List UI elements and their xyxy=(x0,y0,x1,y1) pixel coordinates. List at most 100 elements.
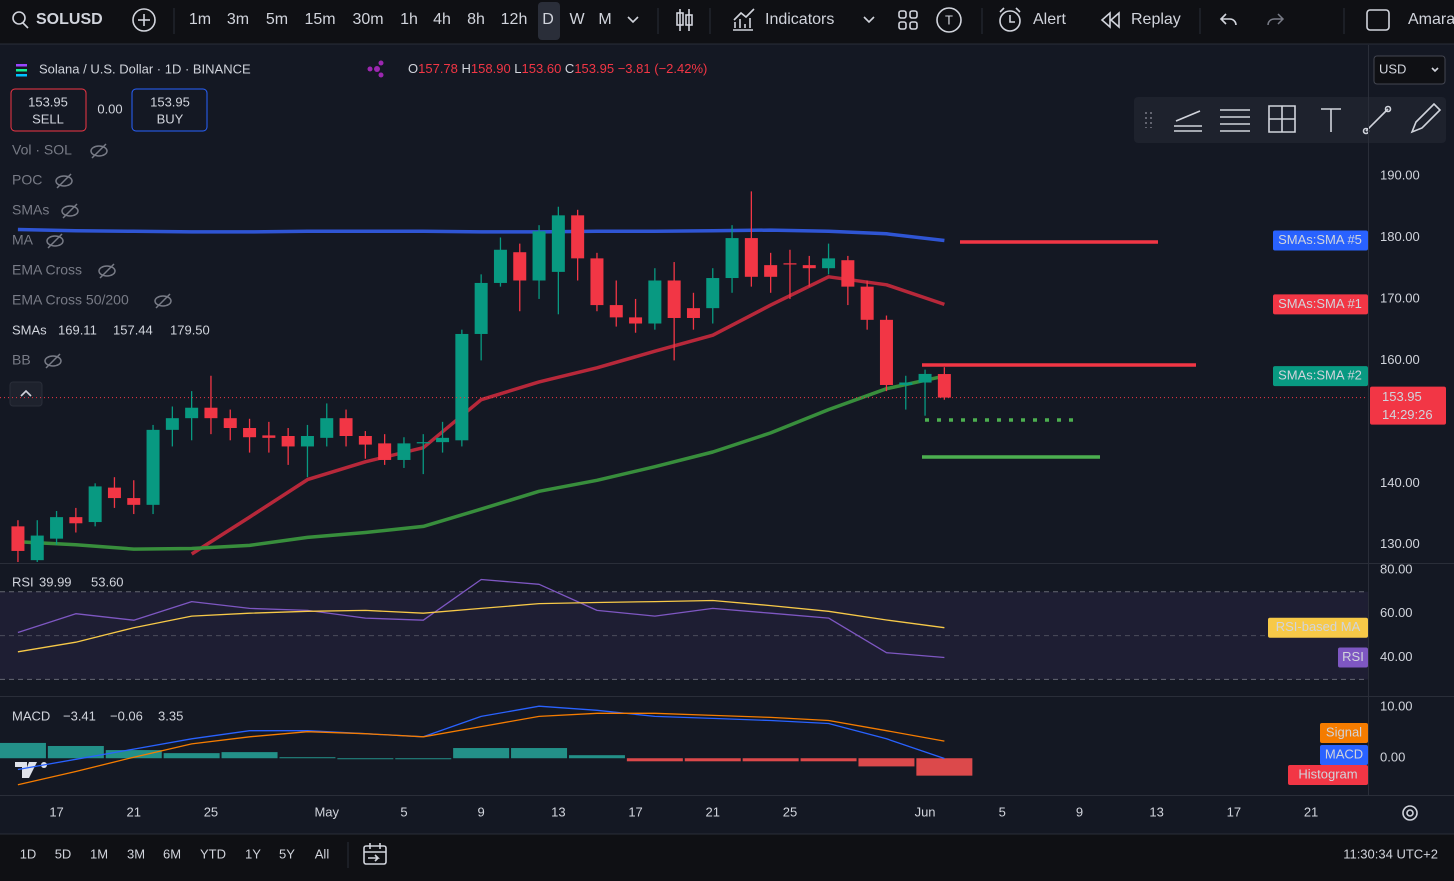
currency-select[interactable]: USD xyxy=(1373,55,1446,85)
range[interactable]: YTD xyxy=(200,846,226,861)
range[interactable]: 1D xyxy=(20,846,37,861)
candle-body xyxy=(358,435,372,445)
x-tick-label: 13 xyxy=(551,804,565,819)
compare-button[interactable] xyxy=(132,8,156,32)
legend-value: 53.60 xyxy=(91,574,124,589)
indicators-button[interactable]: Indicators xyxy=(733,8,834,31)
undo[interactable] xyxy=(1219,13,1237,26)
interval[interactable]: 4h xyxy=(433,11,451,28)
x-tick-label: Jun xyxy=(915,804,936,819)
interval-dropdown[interactable] xyxy=(627,16,639,24)
eye-slash xyxy=(62,203,78,219)
alert-button[interactable]: Alert xyxy=(999,7,1066,32)
legend-item[interactable]: MA xyxy=(12,232,34,248)
histogram-bar xyxy=(105,750,162,759)
symbol[interactable]: SOLUSD xyxy=(36,11,103,28)
series-label-box xyxy=(1338,647,1368,668)
currency[interactable]: USD xyxy=(1379,61,1406,76)
candle-body xyxy=(493,249,507,283)
interval[interactable]: 5m xyxy=(266,11,288,28)
replay-button[interactable]: Replay xyxy=(1100,11,1181,29)
buy-label[interactable]: BUY xyxy=(157,111,184,126)
range[interactable]: 6M xyxy=(163,846,181,861)
candle-body xyxy=(223,418,237,429)
interval[interactable]: 15m xyxy=(304,11,335,28)
range[interactable]: 1M xyxy=(90,846,108,861)
candle-body xyxy=(822,258,836,269)
candle-body xyxy=(127,498,141,505)
buy-price[interactable]: 153.95 xyxy=(150,94,190,109)
replay-label[interactable]: Replay xyxy=(1131,11,1181,28)
sell-price[interactable]: 153.95 xyxy=(28,94,68,109)
alert-label[interactable]: Alert xyxy=(1033,11,1066,28)
x-tick-label: May xyxy=(314,804,339,819)
chart-title: Solana / U.S. Dollar · 1D · BINANCE xyxy=(39,61,251,76)
eye-icon[interactable] xyxy=(44,355,62,367)
legend-item[interactable]: SMAs xyxy=(12,322,47,337)
template-button[interactable]: T xyxy=(936,7,962,33)
indicators-label[interactable]: Indicators xyxy=(765,11,834,28)
interval[interactable]: 8h xyxy=(467,11,485,28)
indicators-dropdown[interactable] xyxy=(863,16,875,24)
range[interactable]: 5D xyxy=(55,846,72,861)
x-tick-label: 9 xyxy=(478,804,485,819)
sell-button[interactable]: 153.95 SELL xyxy=(10,88,87,132)
interval[interactable]: W xyxy=(569,11,585,28)
legend-item[interactable]: EMA Cross xyxy=(12,262,82,278)
range[interactable]: 5Y xyxy=(279,846,295,861)
eye-icon[interactable] xyxy=(46,235,64,247)
interval[interactable]: M xyxy=(598,11,611,28)
series-label-box xyxy=(1288,765,1368,785)
rsi-line xyxy=(17,599,945,653)
collapse-legend[interactable] xyxy=(9,381,43,407)
candle-body xyxy=(88,486,102,523)
ohlc-value: 153.95 xyxy=(574,61,614,76)
interval[interactable]: 1m xyxy=(189,11,211,28)
interval[interactable]: D xyxy=(542,11,554,28)
legend-item[interactable]: POC xyxy=(12,172,42,188)
eye-icon[interactable] xyxy=(55,175,73,187)
legend-item[interactable]: SMAs xyxy=(12,202,49,218)
eye-icon[interactable] xyxy=(98,265,116,277)
histogram-bar xyxy=(163,753,220,759)
ohlc-label: O xyxy=(408,61,418,76)
series-label: SMAs:SMA #2 xyxy=(1278,368,1362,383)
chart-type[interactable] xyxy=(676,9,693,31)
interval[interactable]: 12h xyxy=(501,11,528,28)
legend-value: 179.50 xyxy=(170,322,210,337)
symbol-search[interactable]: SOLUSD xyxy=(12,11,103,29)
spread: 0.00 xyxy=(97,101,122,116)
template-label[interactable]: T xyxy=(945,12,953,27)
candle-body xyxy=(629,317,643,324)
range[interactable]: 3M xyxy=(127,846,145,861)
legend-item[interactable]: EMA Cross 50/200 xyxy=(12,292,129,308)
redo[interactable] xyxy=(1267,13,1285,26)
series-label-box xyxy=(1273,230,1368,251)
y-tick-label: 130.00 xyxy=(1380,536,1420,551)
eye-icon[interactable] xyxy=(61,205,79,217)
legend-item[interactable]: Vol · SOL xyxy=(12,142,72,158)
interval[interactable]: 3m xyxy=(227,11,249,28)
histogram-bar xyxy=(395,758,452,760)
interval-active xyxy=(538,2,560,40)
series-label-box xyxy=(1320,745,1368,765)
sell-label[interactable]: SELL xyxy=(32,111,64,126)
eye-icon[interactable] xyxy=(154,295,172,307)
rsi-pane xyxy=(0,578,1368,680)
legend-item[interactable]: BB xyxy=(12,352,31,368)
fullscreen[interactable] xyxy=(1366,9,1390,31)
interval[interactable]: 1h xyxy=(400,11,418,28)
histogram-bar xyxy=(684,758,741,762)
sma-line xyxy=(17,227,945,243)
buy-button[interactable]: 153.95 BUY xyxy=(131,88,208,132)
settings[interactable] xyxy=(1402,805,1418,821)
user-name[interactable]: Amara xyxy=(1408,11,1454,28)
layouts-button[interactable] xyxy=(898,10,918,30)
eye-icon[interactable] xyxy=(90,145,108,157)
ohlc-value: 157.78 xyxy=(418,61,458,76)
goto-date[interactable] xyxy=(363,843,387,865)
histogram-bar xyxy=(511,748,568,759)
range[interactable]: All xyxy=(315,846,330,861)
range[interactable]: 1Y xyxy=(245,846,261,861)
interval[interactable]: 30m xyxy=(352,11,383,28)
